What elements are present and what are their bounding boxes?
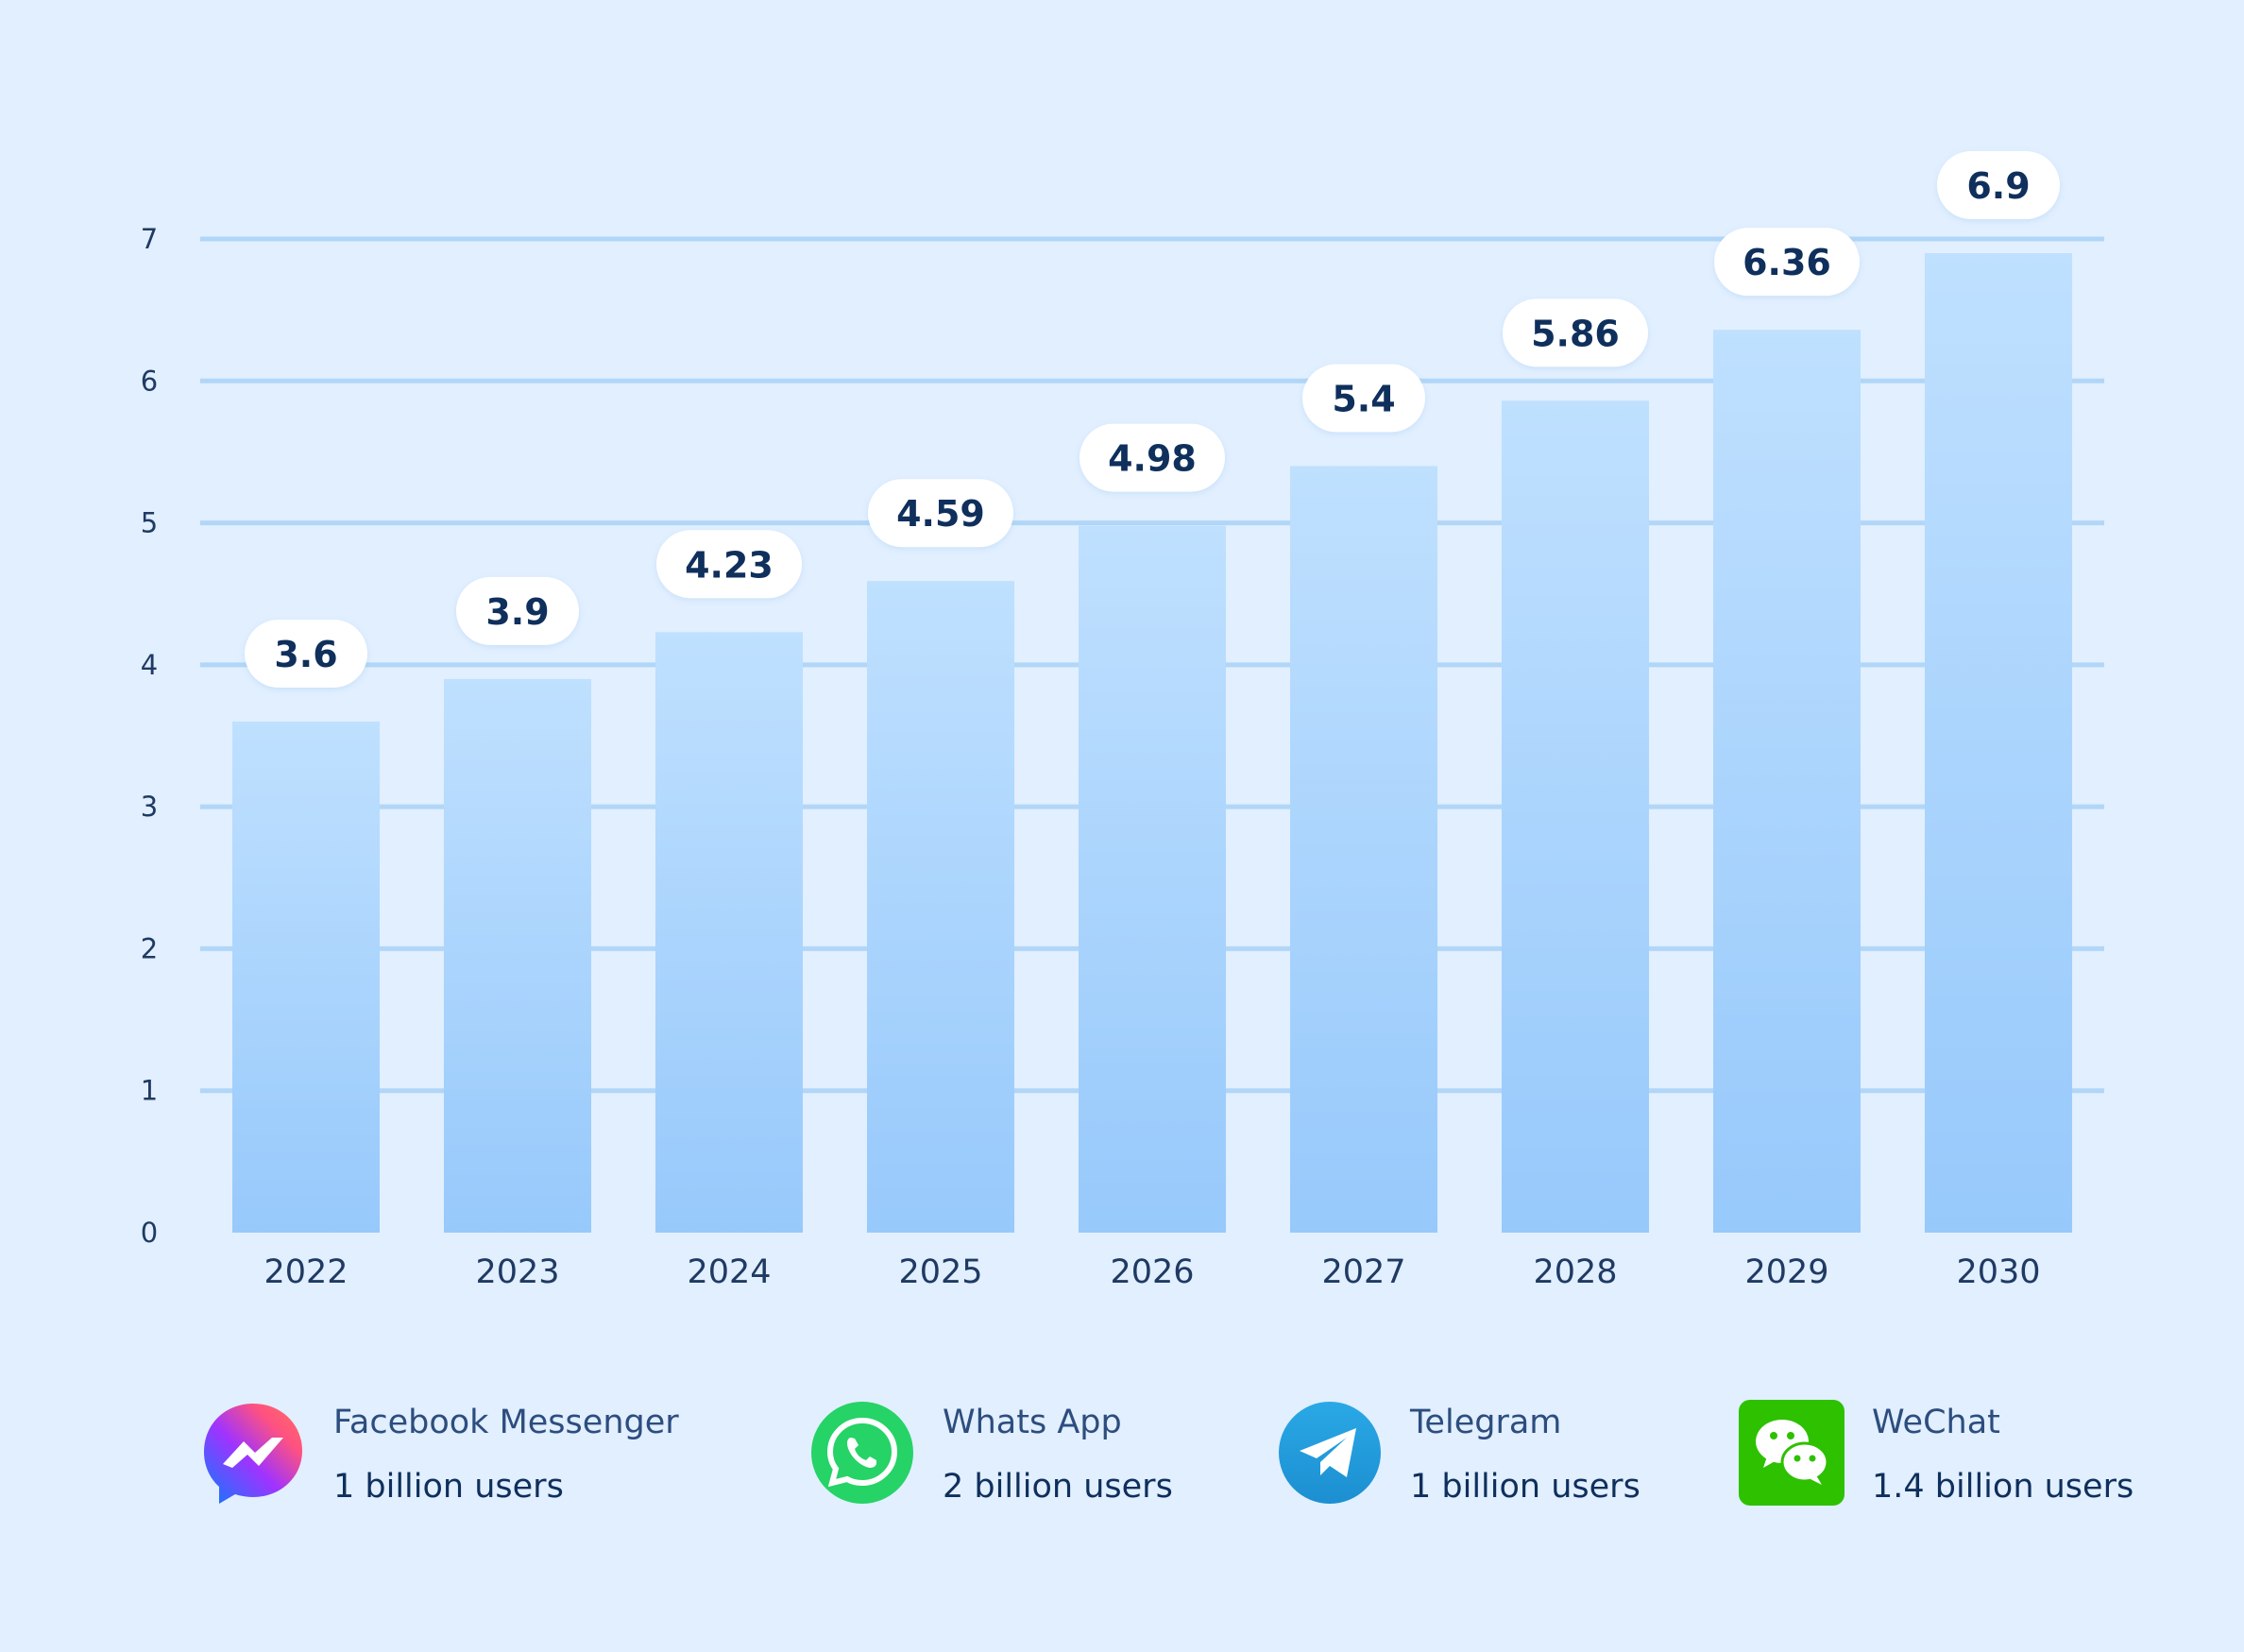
data-label-2030: 6.9: [1937, 151, 2060, 220]
legend-name: Telegram: [1410, 1404, 1562, 1441]
x-tick-label: 2030: [1956, 1253, 2040, 1291]
data-label-2023: 3.9: [456, 576, 579, 645]
wechat-icon: [1739, 1400, 1844, 1506]
legend-name: Facebook Messenger: [333, 1404, 679, 1441]
data-label-text: 4.59: [896, 493, 985, 535]
x-tick-label: 2022: [264, 1253, 348, 1291]
data-label-pill: [456, 576, 579, 645]
bar-2024: [655, 632, 803, 1233]
data-label-2029: 6.36: [1714, 228, 1860, 297]
bar-2027: [1290, 466, 1437, 1233]
legend-users: 1 billion users: [333, 1468, 564, 1506]
facebook-messenger-icon: [200, 1400, 306, 1506]
data-label-pill: [1302, 364, 1425, 433]
x-tick-label: 2025: [898, 1253, 982, 1291]
bar-2030: [1925, 253, 2072, 1233]
data-label-pill: [868, 479, 1013, 548]
legend-users: 2 billion users: [943, 1468, 1173, 1506]
data-label-2024: 4.23: [656, 530, 802, 599]
data-label-pill: [1503, 298, 1648, 367]
y-tick-label: 3: [141, 791, 158, 823]
data-label-2028: 5.86: [1503, 298, 1648, 367]
telegram-icon: [1277, 1400, 1383, 1506]
data-label-2027: 5.4: [1302, 364, 1425, 433]
y-tick-label: 7: [141, 223, 158, 255]
bar-2023: [444, 678, 591, 1233]
data-labels: 3.6 3.9 4.23 4.59 4.98 5.4 5.86 6.36 6.9: [245, 151, 2060, 688]
y-axis-ticks: 0 1 2 3 4 5 6 7: [141, 223, 158, 1249]
data-label-pill: [656, 530, 802, 599]
x-tick-label: 2029: [1744, 1253, 1828, 1291]
y-tick-label: 5: [141, 507, 158, 539]
y-tick-label: 6: [141, 365, 158, 397]
legend-name: WeChat: [1872, 1404, 2000, 1441]
x-axis-ticks: 2022 2023 2024 2025 2026 2027 2028 2029 2030: [264, 1253, 2040, 1291]
x-tick-label: 2024: [687, 1253, 771, 1291]
data-label-pill: [1937, 151, 2060, 220]
data-label-text: 5.4: [1332, 378, 1395, 419]
whatsapp-icon: [809, 1400, 915, 1506]
bar-2026: [1079, 525, 1226, 1233]
x-tick-label: 2027: [1321, 1253, 1405, 1291]
data-label-text: 6.9: [1966, 165, 2030, 207]
bar-2022: [232, 721, 380, 1233]
bar-2028: [1502, 400, 1649, 1234]
bar-2029: [1713, 330, 1861, 1233]
y-tick-label: 1: [141, 1075, 158, 1107]
data-label-text: 3.6: [274, 634, 337, 675]
y-tick-label: 4: [141, 649, 158, 681]
data-label-text: 3.9: [485, 591, 549, 633]
legend: Facebook Messenger 1 billion users Whats…: [0, 1360, 2244, 1652]
data-label-2026: 4.98: [1080, 423, 1225, 492]
legend-name: Whats App: [943, 1404, 1122, 1441]
data-label-text: 4.98: [1108, 438, 1197, 480]
data-label-pill: [245, 619, 367, 688]
legend-users: 1.4 billion users: [1872, 1468, 2134, 1506]
bars: [232, 253, 2072, 1234]
x-tick-label: 2023: [475, 1253, 559, 1291]
x-tick-label: 2028: [1533, 1253, 1617, 1291]
legend-users: 1 billion users: [1410, 1468, 1640, 1506]
data-label-text: 5.86: [1531, 313, 1620, 354]
y-tick-label: 2: [141, 932, 158, 964]
data-label-2025: 4.59: [868, 479, 1013, 548]
x-tick-label: 2026: [1110, 1253, 1194, 1291]
bar-chart: 0 1 2 3 4 5 6 7 3.6 3.9 4.23 4.59 4.98 5.4 5.86 6.36 6.…: [141, 151, 2104, 1291]
data-label-text: 6.36: [1742, 242, 1831, 283]
data-label-2022: 3.6: [245, 619, 367, 688]
data-label-text: 4.23: [685, 544, 774, 586]
bar-2025: [867, 581, 1014, 1233]
data-label-pill: [1714, 228, 1860, 297]
data-label-pill: [1080, 423, 1225, 492]
y-tick-label: 0: [141, 1217, 158, 1249]
